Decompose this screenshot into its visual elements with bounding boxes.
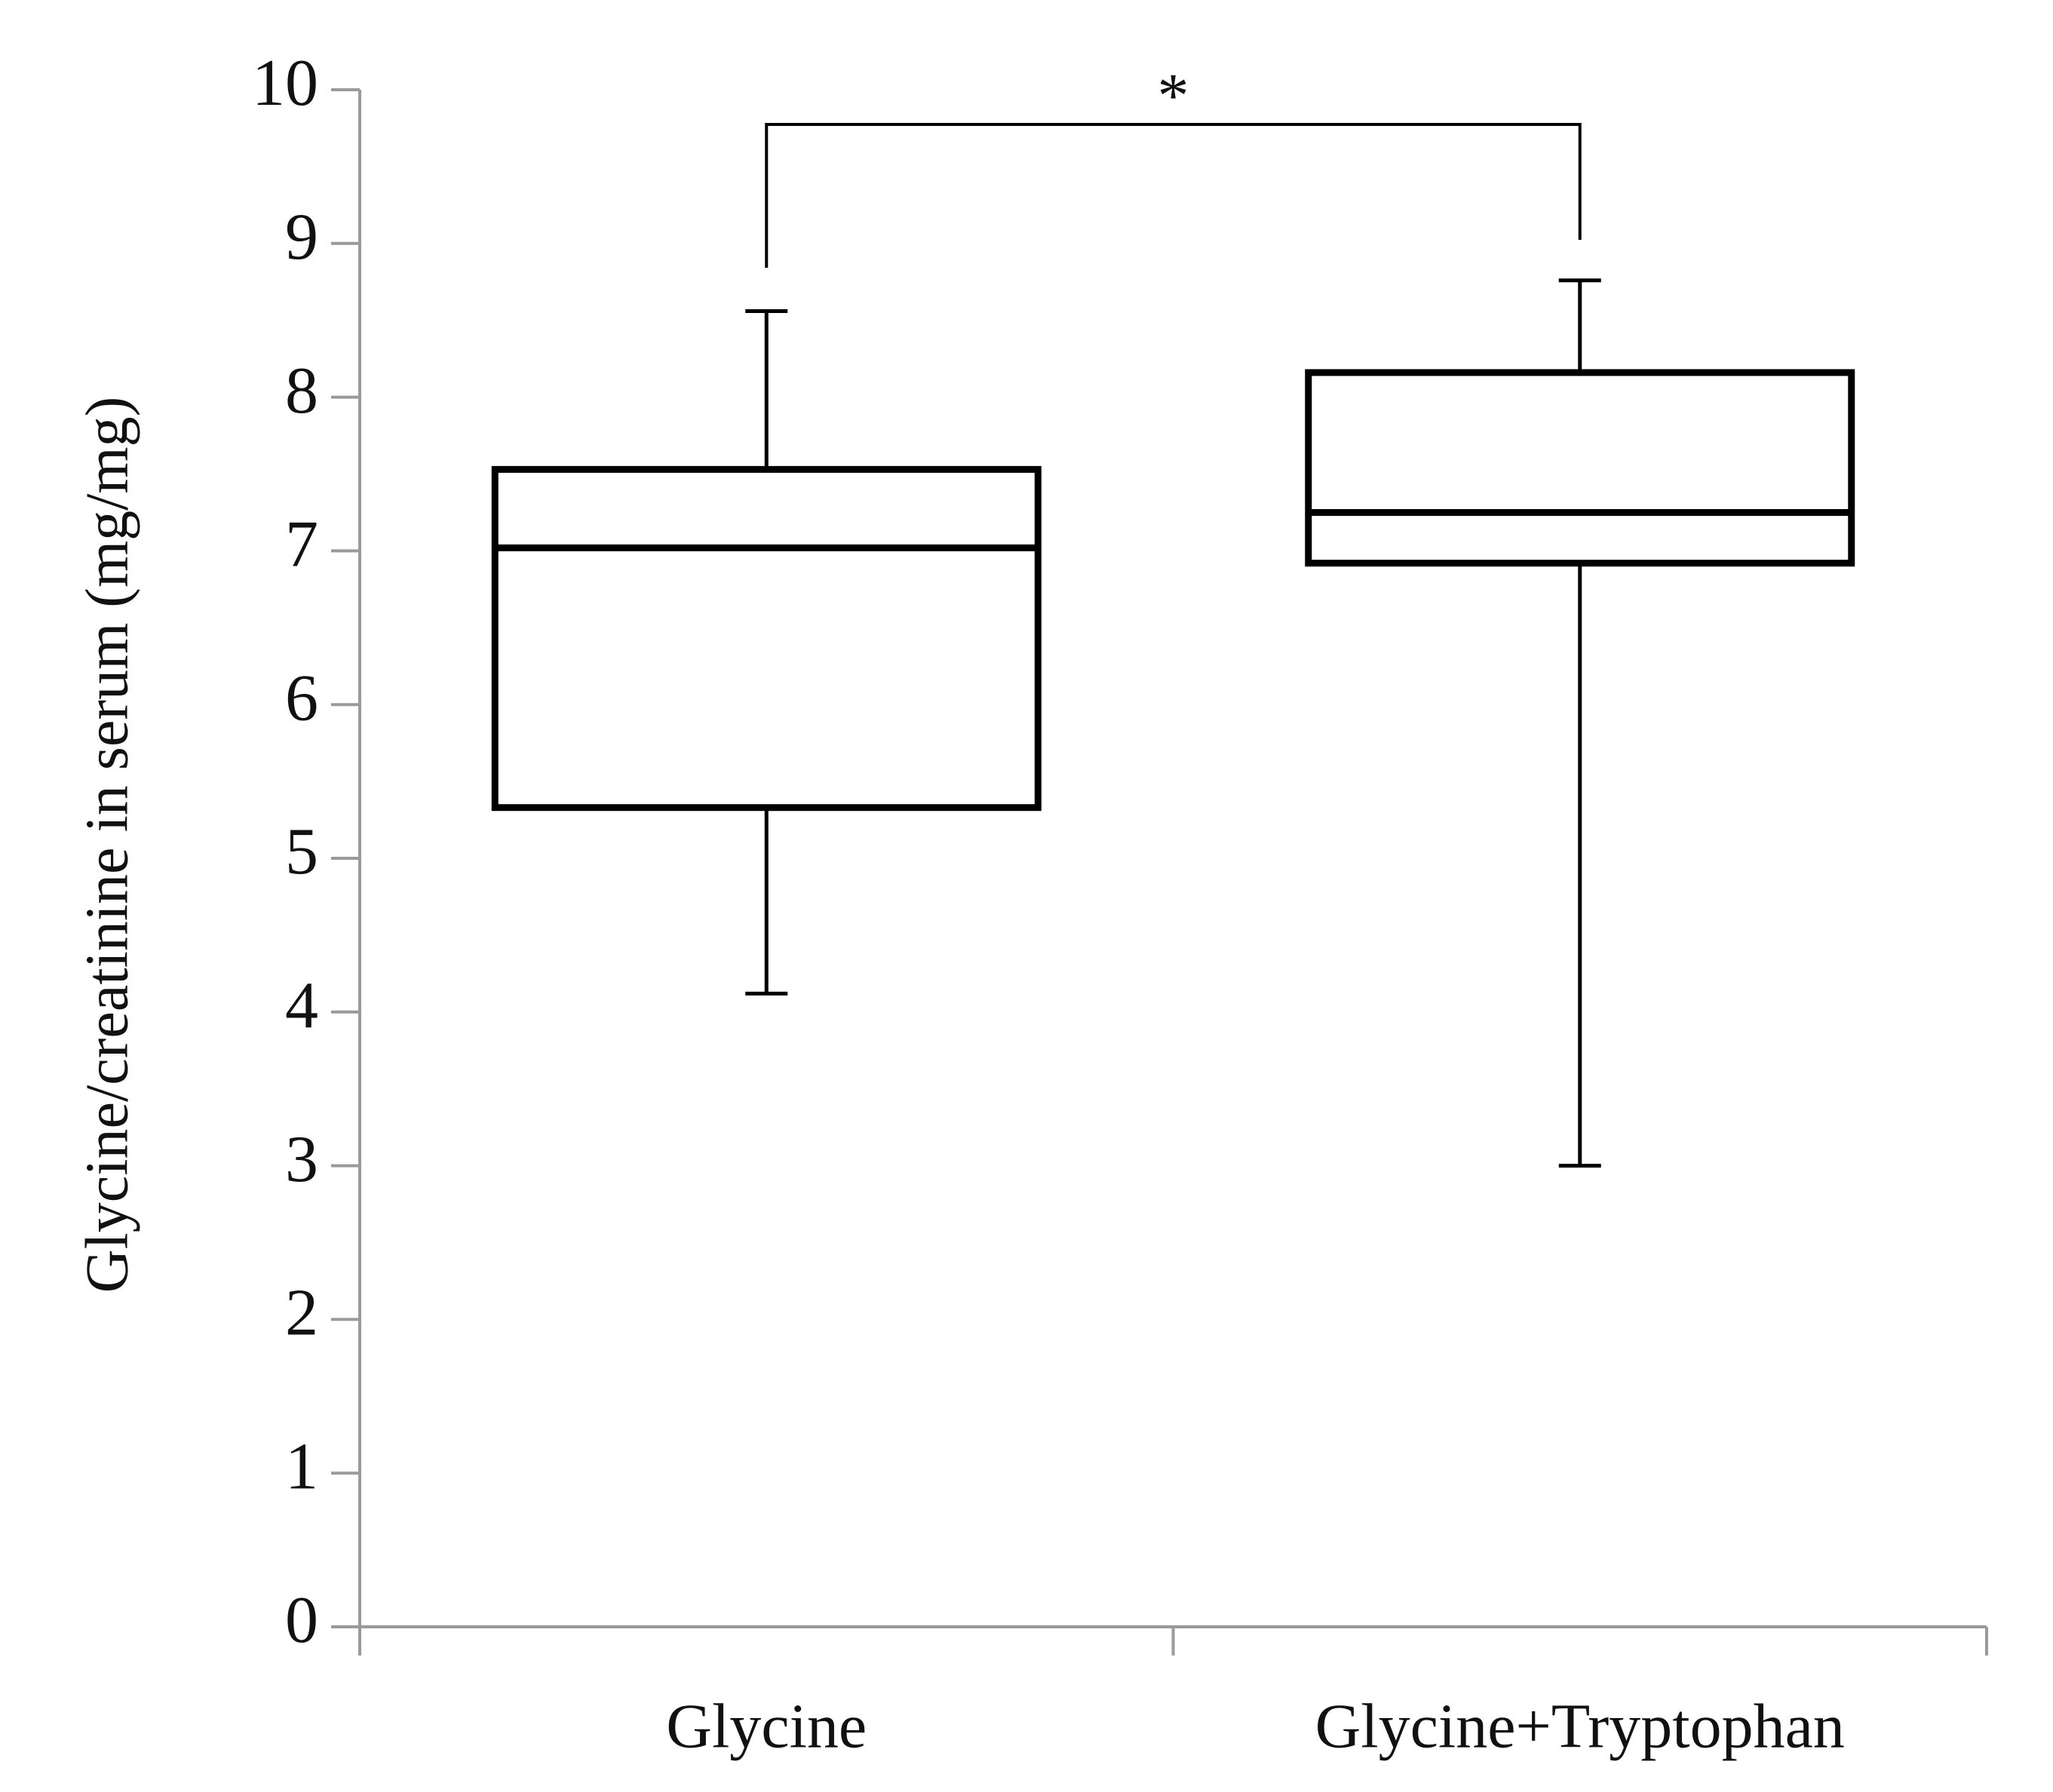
y-tick-label: 4 <box>285 969 318 1042</box>
y-tick-label: 8 <box>285 354 318 428</box>
y-tick-label: 3 <box>285 1123 318 1196</box>
y-tick-label: 2 <box>285 1277 318 1350</box>
y-tick-label: 1 <box>285 1430 318 1503</box>
x-tick-label: Glycine <box>666 1691 867 1761</box>
significance-marker: * <box>1158 60 1189 130</box>
y-tick-label: 0 <box>285 1584 318 1657</box>
y-tick-label: 7 <box>285 508 318 581</box>
box <box>1305 369 1855 567</box>
y-tick-label: 9 <box>285 201 318 274</box>
y-axis-label: Glycine/creatinine in serum (mg/mg) <box>74 397 140 1293</box>
box <box>491 465 1042 812</box>
y-tick-label: 5 <box>285 815 318 888</box>
y-tick-label: 6 <box>285 661 318 735</box>
y-tick-label: 10 <box>252 47 318 120</box>
significance-bracket <box>765 123 1582 268</box>
x-tick-label: Glycine+Tryptophan <box>1315 1691 1845 1761</box>
